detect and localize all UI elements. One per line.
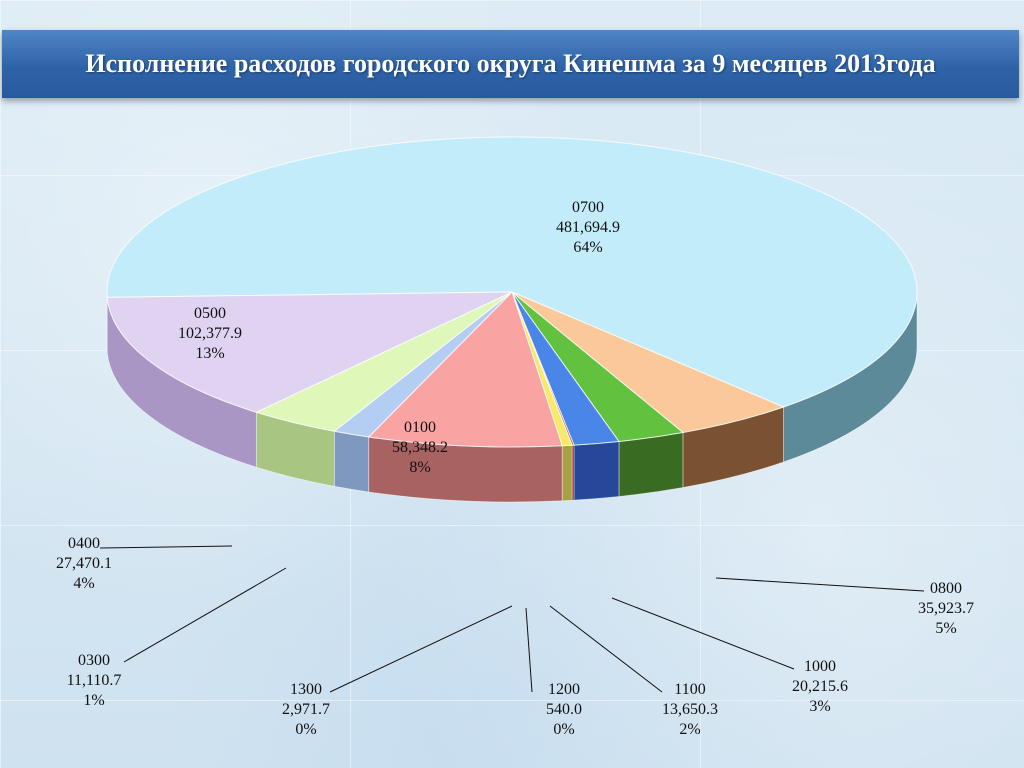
pie-side-0300 — [333, 430, 370, 493]
slice-labels: 0700 481,694.9 64% 0800 35,923.7 5% 1000 20,215… — [56, 199, 974, 738]
data-label-0100: 0100 58,348.2 8% — [392, 419, 448, 476]
data-label-1000: 1000 20,215.6 3% — [792, 658, 848, 715]
data-label-1200: 1200 540.0 0% — [546, 681, 582, 738]
leader-line-0400 — [99, 545, 233, 549]
leader-line-1000 — [611, 597, 795, 670]
pie-side-1100 — [573, 441, 620, 501]
pie-slice-0100 — [367, 291, 563, 448]
data-label-0300: 0300 11,110.7 1% — [67, 652, 122, 709]
pie-side-1000 — [618, 432, 684, 497]
data-label-0800: 0800 35,923.7 5% — [918, 580, 974, 637]
leader-line-0300 — [123, 567, 287, 663]
pie-slice-0700 — [106, 136, 918, 408]
data-label-0500: 0500 102,377.9 13% — [178, 305, 242, 362]
data-label-1300: 1300 2,971.7 0% — [282, 681, 330, 738]
leader-lines — [99, 545, 925, 693]
data-label-0400: 0400 27,470.1 4% — [56, 535, 112, 592]
page-title: Исполнение расходов городского округа Ки… — [85, 49, 936, 78]
pie-slice-0500 — [106, 291, 513, 413]
data-label-0700: 0700 481,694.9 64% — [556, 199, 620, 256]
title-banner: Исполнение расходов городского округа Ки… — [2, 30, 1019, 98]
pie-slices — [106, 136, 918, 448]
data-label-1100: 1100 13,650.3 2% — [662, 681, 718, 738]
pie-side-1300 — [561, 444, 573, 502]
leader-line-1300 — [329, 605, 513, 693]
leader-line-0800 — [715, 577, 925, 592]
leader-line-1200 — [525, 607, 533, 693]
leader-line-1100 — [549, 605, 663, 693]
